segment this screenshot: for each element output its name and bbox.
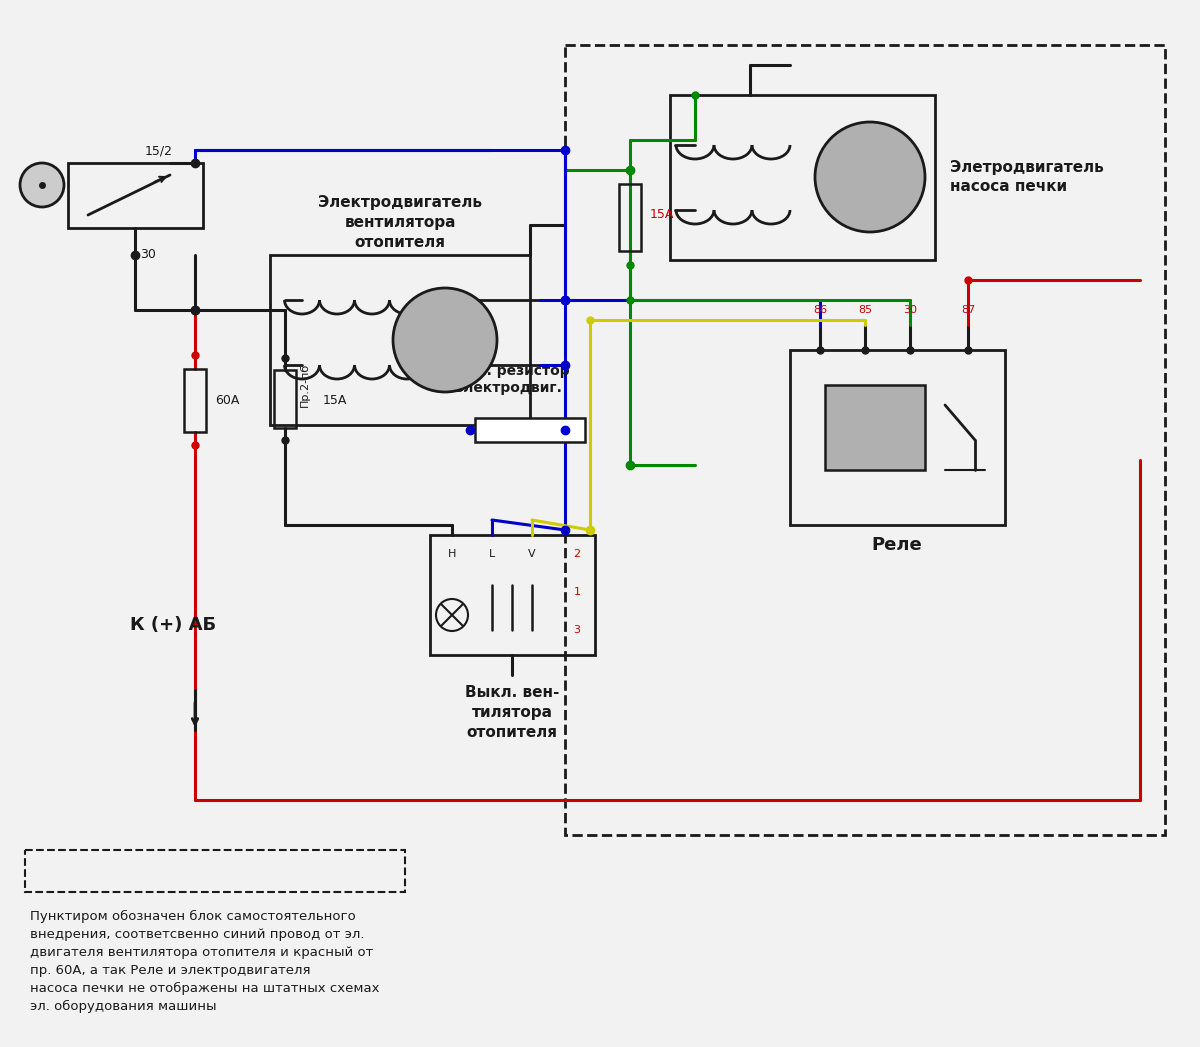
- Text: 60А: 60А: [215, 394, 239, 406]
- Text: Выкл. вен-
тилятора
отопителя: Выкл. вен- тилятора отопителя: [464, 685, 559, 739]
- Text: Электродвигатель
вентилятора
отопителя: Электродвигатель вентилятора отопителя: [318, 195, 482, 249]
- Text: Доп. резистор
электродвиг.: Доп. резистор электродвиг.: [455, 363, 570, 395]
- Bar: [565, 45, 1165, 836]
- Text: L: L: [488, 549, 496, 559]
- Bar: [184, 369, 206, 431]
- Text: 15/2: 15/2: [145, 144, 173, 158]
- Bar: [274, 371, 296, 428]
- Text: 87: 87: [961, 305, 976, 315]
- Text: К (+) АБ: К (+) АБ: [130, 616, 216, 634]
- Bar: [619, 184, 641, 250]
- Bar: [826, 385, 925, 470]
- Text: 86: 86: [812, 305, 827, 315]
- Text: 1: 1: [574, 587, 581, 597]
- Text: Элетродвигатель
насоса печки: Элетродвигатель насоса печки: [950, 159, 1104, 195]
- Text: 3: 3: [574, 625, 581, 634]
- Circle shape: [20, 163, 64, 207]
- Bar: [790, 350, 1006, 525]
- Circle shape: [394, 288, 497, 392]
- Text: 15А: 15А: [650, 208, 674, 222]
- Bar: [430, 535, 595, 655]
- Text: 85: 85: [858, 305, 872, 315]
- Text: 15А: 15А: [323, 394, 347, 406]
- Text: 2: 2: [574, 549, 581, 559]
- Text: Пр.2-пб: Пр.2-пб: [300, 363, 310, 407]
- Text: V: V: [528, 549, 536, 559]
- Bar: [25, 850, 406, 892]
- Bar: [68, 163, 203, 228]
- Bar: [475, 418, 586, 442]
- Bar: [670, 95, 935, 260]
- Text: 30: 30: [140, 248, 156, 261]
- Text: Реле: Реле: [871, 536, 923, 554]
- Text: Пунктиром обозначен блок самостоятельного
внедрения, соответсвенно синий провод : Пунктиром обозначен блок самостоятельног…: [30, 910, 379, 1013]
- Text: 30: 30: [904, 305, 917, 315]
- Bar: [270, 255, 530, 425]
- Text: H: H: [448, 549, 456, 559]
- Circle shape: [815, 122, 925, 232]
